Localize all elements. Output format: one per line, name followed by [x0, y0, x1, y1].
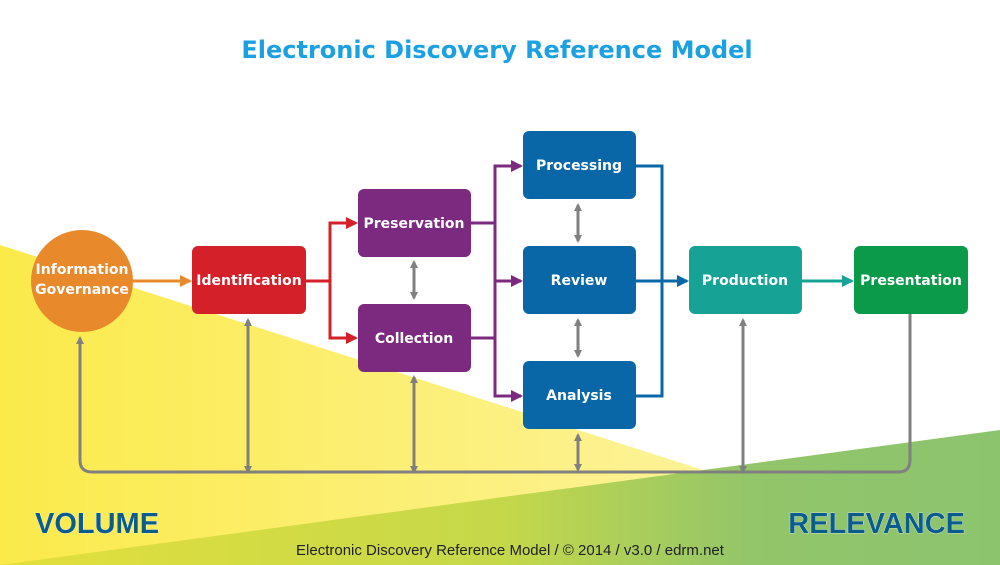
arrow-collection-branch	[471, 336, 523, 402]
footer-credit: Electronic Discovery Reference Model / ©…	[296, 542, 725, 559]
arrow-processing-production	[636, 164, 687, 398]
node-label: Analysis	[546, 388, 612, 404]
node-collection[interactable]: Collection	[358, 304, 471, 372]
arrow-to-review	[471, 221, 523, 287]
node-label: Information	[36, 262, 129, 278]
arrow-identification-branch	[306, 217, 358, 283]
arrow-preservation-branch	[471, 160, 523, 225]
diagram-title: Electronic Discovery Reference Model	[241, 36, 752, 64]
node-presentation[interactable]: Presentation	[854, 246, 968, 314]
node-label: Preservation	[363, 216, 464, 232]
node-label: Presentation	[860, 273, 962, 289]
node-processing[interactable]: Processing	[523, 131, 636, 199]
node-label: Processing	[536, 158, 622, 174]
node-label: Identification	[196, 273, 301, 289]
relevance-wedge	[0, 430, 1000, 565]
node-information-governance[interactable]: Information Governance	[31, 230, 133, 332]
relevance-label: RELEVANCE	[788, 508, 965, 540]
node-label: Governance	[35, 282, 129, 298]
node-label: Review	[551, 273, 608, 289]
arrow-collection-review	[471, 281, 497, 340]
node-preservation[interactable]: Preservation	[358, 189, 471, 257]
volume-label: VOLUME	[35, 508, 159, 540]
node-production[interactable]: Production	[689, 246, 802, 314]
feedback-loop	[76, 314, 912, 474]
node-label: Production	[702, 273, 788, 289]
node-analysis[interactable]: Analysis	[523, 361, 636, 429]
node-label: Collection	[375, 331, 453, 347]
node-review[interactable]: Review	[523, 246, 636, 314]
node-identification[interactable]: Identification	[192, 246, 306, 314]
arrow-identification-collection	[328, 281, 358, 344]
